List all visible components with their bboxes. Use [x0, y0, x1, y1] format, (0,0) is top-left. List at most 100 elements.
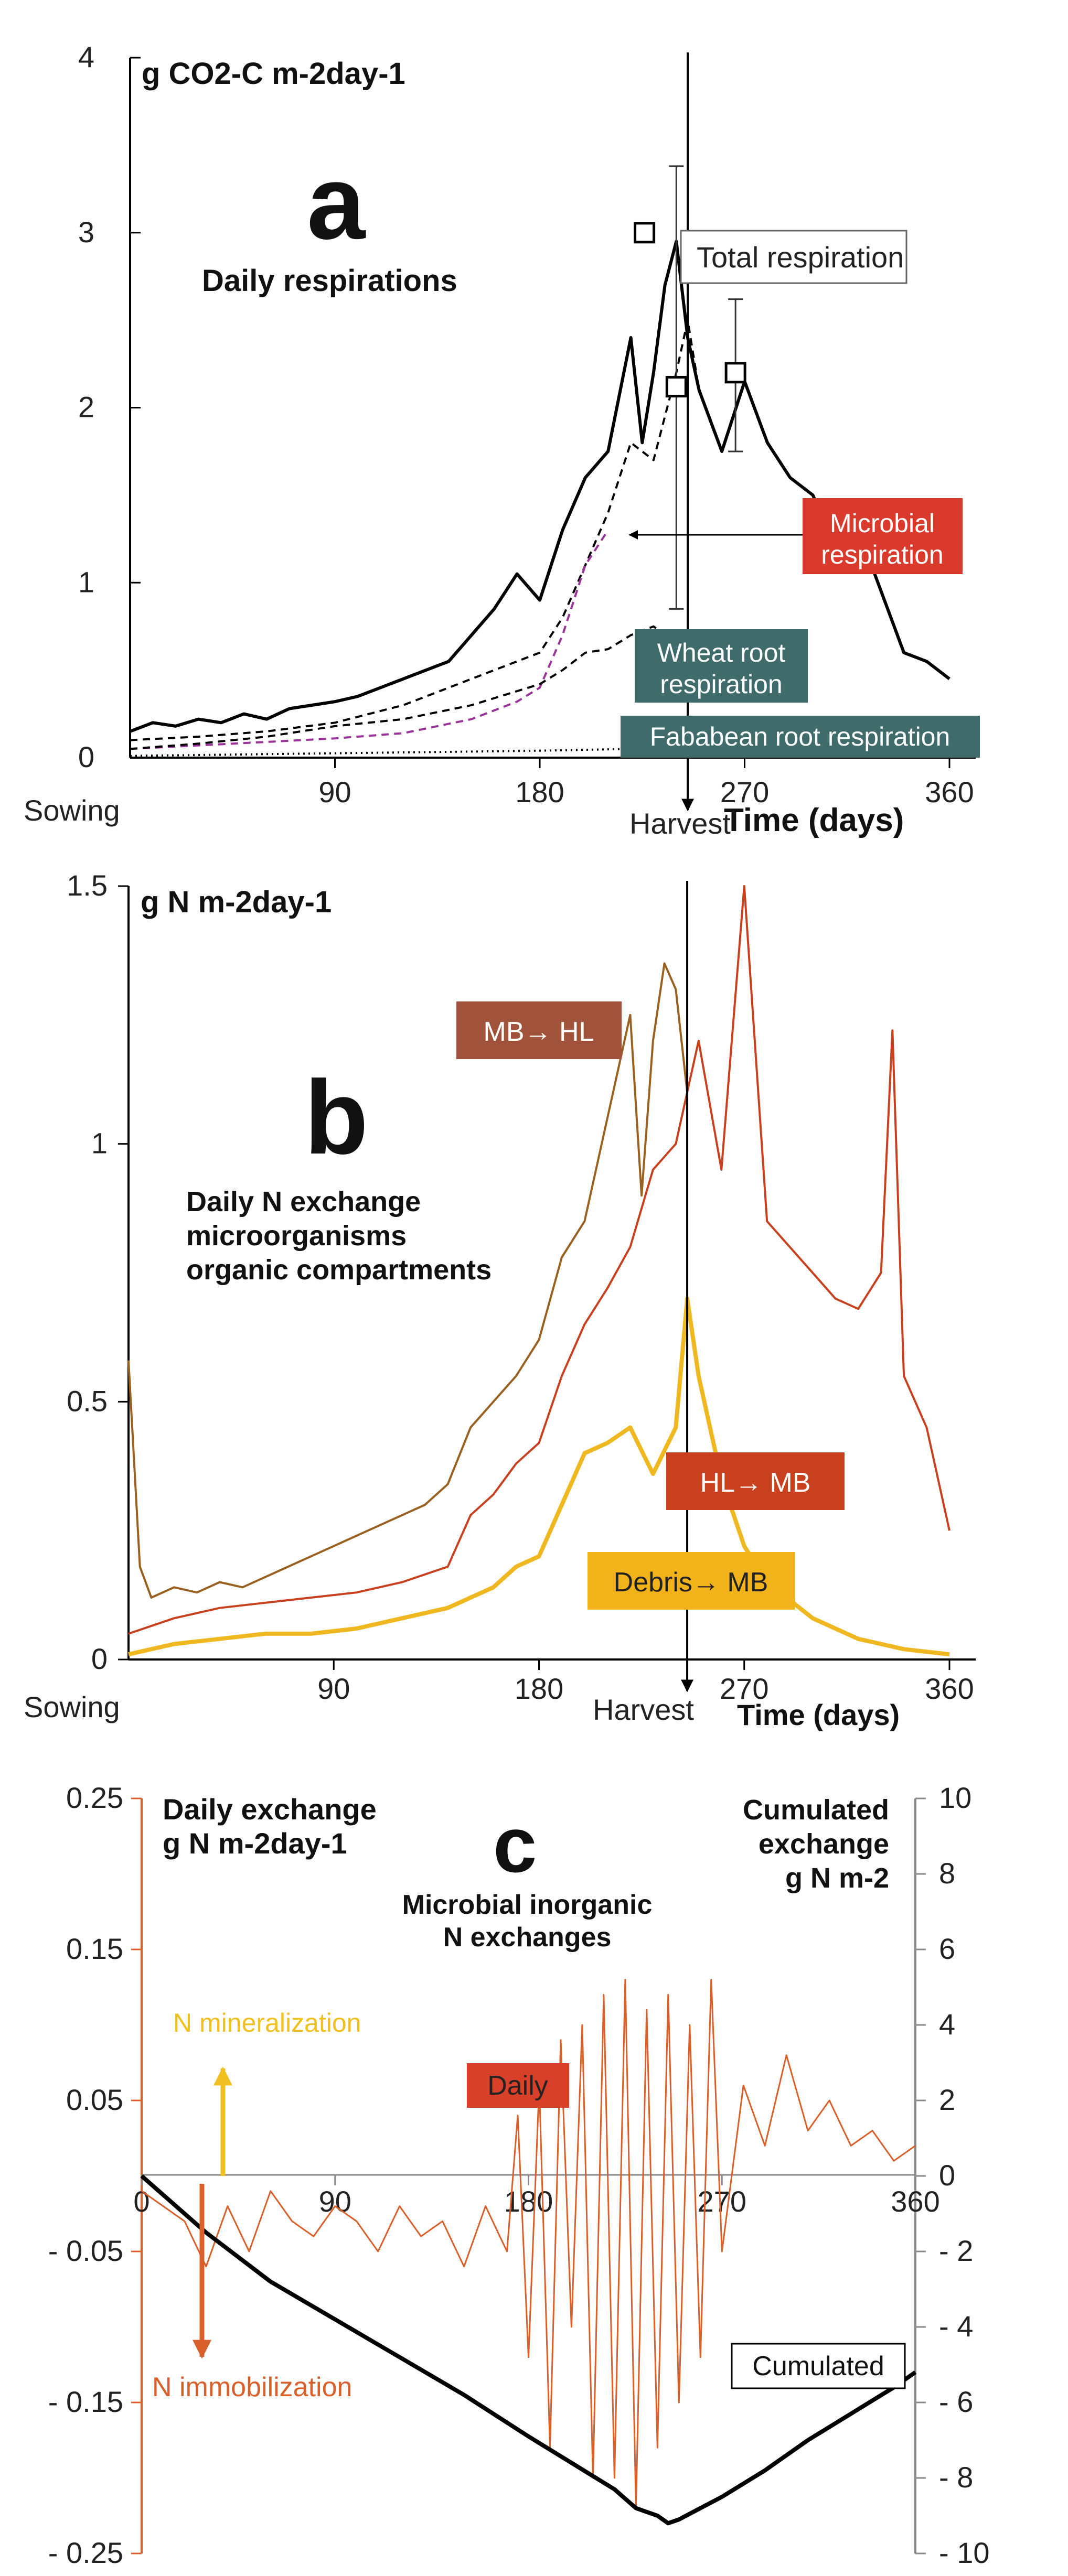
c-left-ticks: 0.25 0.15 0.05 - 0.05 - 0.15 - 0.25 [48, 1781, 142, 2569]
c-left-title-2: g N m-2day-1 [163, 1827, 347, 1860]
c-right-tick-label: - 4 [939, 2310, 973, 2343]
c-left-tick-label: - 0.25 [48, 2536, 123, 2569]
b-y-tick-label: 1.5 [67, 869, 108, 902]
b-x-axis-label: Time (days) [737, 1698, 900, 1731]
a-total-label-box [680, 230, 907, 284]
c-right-title-1: Cumulated [743, 1794, 889, 1826]
c-mineral-label: N mineralization [173, 2008, 361, 2038]
a-measured-point-0 [634, 222, 656, 244]
c-left-tick-label: 0.15 [66, 1932, 123, 1965]
a-harvest-label: Harvest [629, 807, 731, 840]
c-series-line-0 [141, 1979, 916, 2509]
b-x-ticks: 90 180 270 360 [317, 1659, 974, 1705]
b-y-axis-label: g N m-2day-1 [141, 885, 332, 919]
b-y-tick-label: 1 [91, 1127, 108, 1160]
c-right-tick-label: 8 [939, 1857, 955, 1890]
c-series-group [140, 1979, 917, 2526]
c-daily-label: Daily [487, 2071, 548, 2101]
a-series-line-3 [130, 625, 700, 750]
b-series-line-1 [128, 885, 950, 1635]
b-y-tick-label: 0 [91, 1642, 108, 1675]
a-microbial-label-box [803, 498, 963, 574]
c-left-tick-label: 0.05 [66, 2083, 123, 2116]
b-panel-letter: b [304, 1059, 368, 1176]
a-y-ticks: 0 1 2 3 4 [78, 40, 141, 773]
c-left-tick-label: - 0.15 [48, 2385, 123, 2418]
a-x-tick-label: 270 [720, 775, 769, 809]
a-x-axis-label: Time (days) [724, 802, 904, 838]
c-right-tick-label: - 6 [939, 2385, 973, 2418]
b-title-1: Daily N exchange [186, 1186, 421, 1217]
b-title-2: microorganisms [186, 1220, 407, 1252]
a-y-tick-label: 0 [78, 740, 94, 773]
a-series-line-4 [130, 746, 700, 757]
a-series-group [129, 240, 950, 757]
b-mbhl-label: MB→ HL [484, 1017, 594, 1047]
b-series-line-0 [127, 962, 689, 1599]
b-x-tick-label: 270 [720, 1672, 768, 1705]
c-title-1: Microbial inorganic [402, 1890, 653, 1920]
b-debris-label: Debris→ MB [614, 1567, 768, 1598]
c-series-line-1 [140, 2174, 917, 2526]
a-series-line-0 [129, 240, 950, 733]
a-y-axis-label: g CO2-C m-2day-1 [142, 57, 405, 91]
c-panel-letter: c [493, 1801, 537, 1889]
a-y-tick-label: 3 [78, 215, 94, 249]
a-y-tick-label: 4 [78, 40, 94, 73]
c-right-tick-label: 0 [939, 2159, 955, 2192]
b-title-3: organic compartments [186, 1254, 492, 1286]
c-cumulated-label-box [731, 2343, 906, 2389]
b-y-ticks: 0 0.5 1 1.5 [67, 869, 129, 1675]
c-x-ticks: 0 90 180 270 360 [133, 2175, 940, 2218]
c-immob-label: N immobilization [152, 2372, 352, 2402]
c-daily-label-box [467, 2063, 569, 2108]
a-wheat-label-2: respiration [660, 670, 782, 699]
b-sowing-label: Sowing [24, 1690, 120, 1723]
b-hlmb-label-box [666, 1452, 845, 1510]
c-x-tick-label: 360 [891, 2185, 939, 2218]
b-debris-label-box [588, 1552, 795, 1610]
b-mbhl-label-box [456, 1001, 622, 1059]
a-x-tick-label: 90 [318, 775, 351, 809]
c-right-tick-label: - 2 [939, 2234, 973, 2267]
a-x-ticks: 90 180 270 360 [318, 758, 974, 809]
a-wheat-label-1: Wheat root [657, 638, 786, 667]
a-x-tick-label: 180 [515, 775, 564, 809]
c-right-tick-label: 10 [939, 1781, 971, 1814]
c-right-tick-label: - 8 [939, 2461, 973, 2494]
b-y-tick-label: 0.5 [67, 1384, 108, 1417]
c-right-tick-label: 6 [939, 1932, 955, 1965]
a-series-line-1 [130, 319, 700, 741]
c-right-title-3: g N m-2 [785, 1862, 889, 1894]
c-right-ticks: 10 8 6 4 2 0 - 2 - 4 - 6 - 8 - 10 [915, 1781, 990, 2569]
b-x-tick-label: 180 [515, 1672, 563, 1705]
a-measured-point-2 [724, 362, 746, 384]
c-right-tick-label: 4 [939, 2008, 955, 2041]
a-sowing-label: Sowing [24, 794, 120, 827]
panel-b: 0 0.5 1 1.5 90 180 270 360 g N m-2day-1 Time (… [24, 869, 976, 1731]
c-left-title-1: Daily exchange [163, 1793, 377, 1826]
a-faba-label-box [621, 716, 980, 758]
c-x-tick-label: 90 [319, 2185, 351, 2218]
c-x-tick-label: 0 [133, 2185, 149, 2218]
a-measured-point-1 [665, 375, 687, 397]
a-series-line-2 [130, 530, 609, 750]
b-harvest-label: Harvest [593, 1693, 694, 1726]
panel-c: 0.25 0.15 0.05 - 0.05 - 0.15 - 0.25 10 8 6 4 2 0 - … [48, 1781, 990, 2569]
a-wheat-label-box [635, 629, 808, 703]
c-title-2: N exchanges [443, 1922, 612, 1953]
a-microbial-label-2: respiration [821, 540, 943, 569]
a-microbial-label-1: Microbial [830, 509, 935, 538]
c-right-tick-label: - 10 [939, 2536, 990, 2569]
a-y-tick-label: 1 [78, 565, 94, 598]
a-y-tick-label: 2 [78, 391, 94, 424]
a-x-tick-label: 360 [925, 775, 974, 809]
c-left-tick-label: - 0.05 [48, 2234, 123, 2267]
panel-a: 0 1 2 3 4 90 180 270 360 g CO2-C m-2day-1 Time … [24, 40, 980, 840]
a-faba-label: Fababean root respiration [650, 722, 950, 751]
c-cumulated-label: Cumulated [752, 2351, 884, 2381]
b-x-tick-label: 360 [925, 1672, 974, 1705]
c-right-tick-label: 2 [939, 2083, 955, 2116]
c-left-tick-label: 0.25 [66, 1781, 123, 1814]
